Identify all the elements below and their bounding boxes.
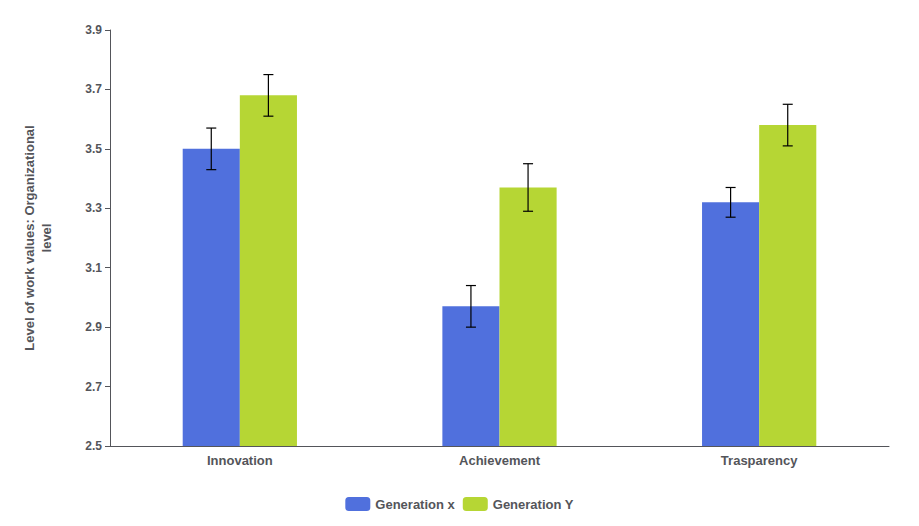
svg-text:3.3: 3.3 (85, 201, 102, 215)
svg-text:3.9: 3.9 (85, 23, 102, 37)
svg-text:3.5: 3.5 (85, 142, 102, 156)
svg-text:Generation Y: Generation Y (493, 497, 574, 512)
svg-text:2.5: 2.5 (85, 439, 102, 453)
svg-text:Achievement: Achievement (459, 453, 541, 468)
svg-text:2.9: 2.9 (85, 320, 102, 334)
svg-text:2.7: 2.7 (85, 380, 102, 394)
svg-text:Generation x: Generation x (375, 497, 455, 512)
svg-text:3.7: 3.7 (85, 82, 102, 96)
svg-text:Level of work values: Organiza: Level of work values: Organizational (22, 125, 37, 350)
svg-text:level: level (39, 224, 54, 253)
svg-text:Innovation: Innovation (207, 453, 273, 468)
svg-text:3.1: 3.1 (85, 261, 102, 275)
svg-text:Trasparency: Trasparency (721, 453, 798, 468)
